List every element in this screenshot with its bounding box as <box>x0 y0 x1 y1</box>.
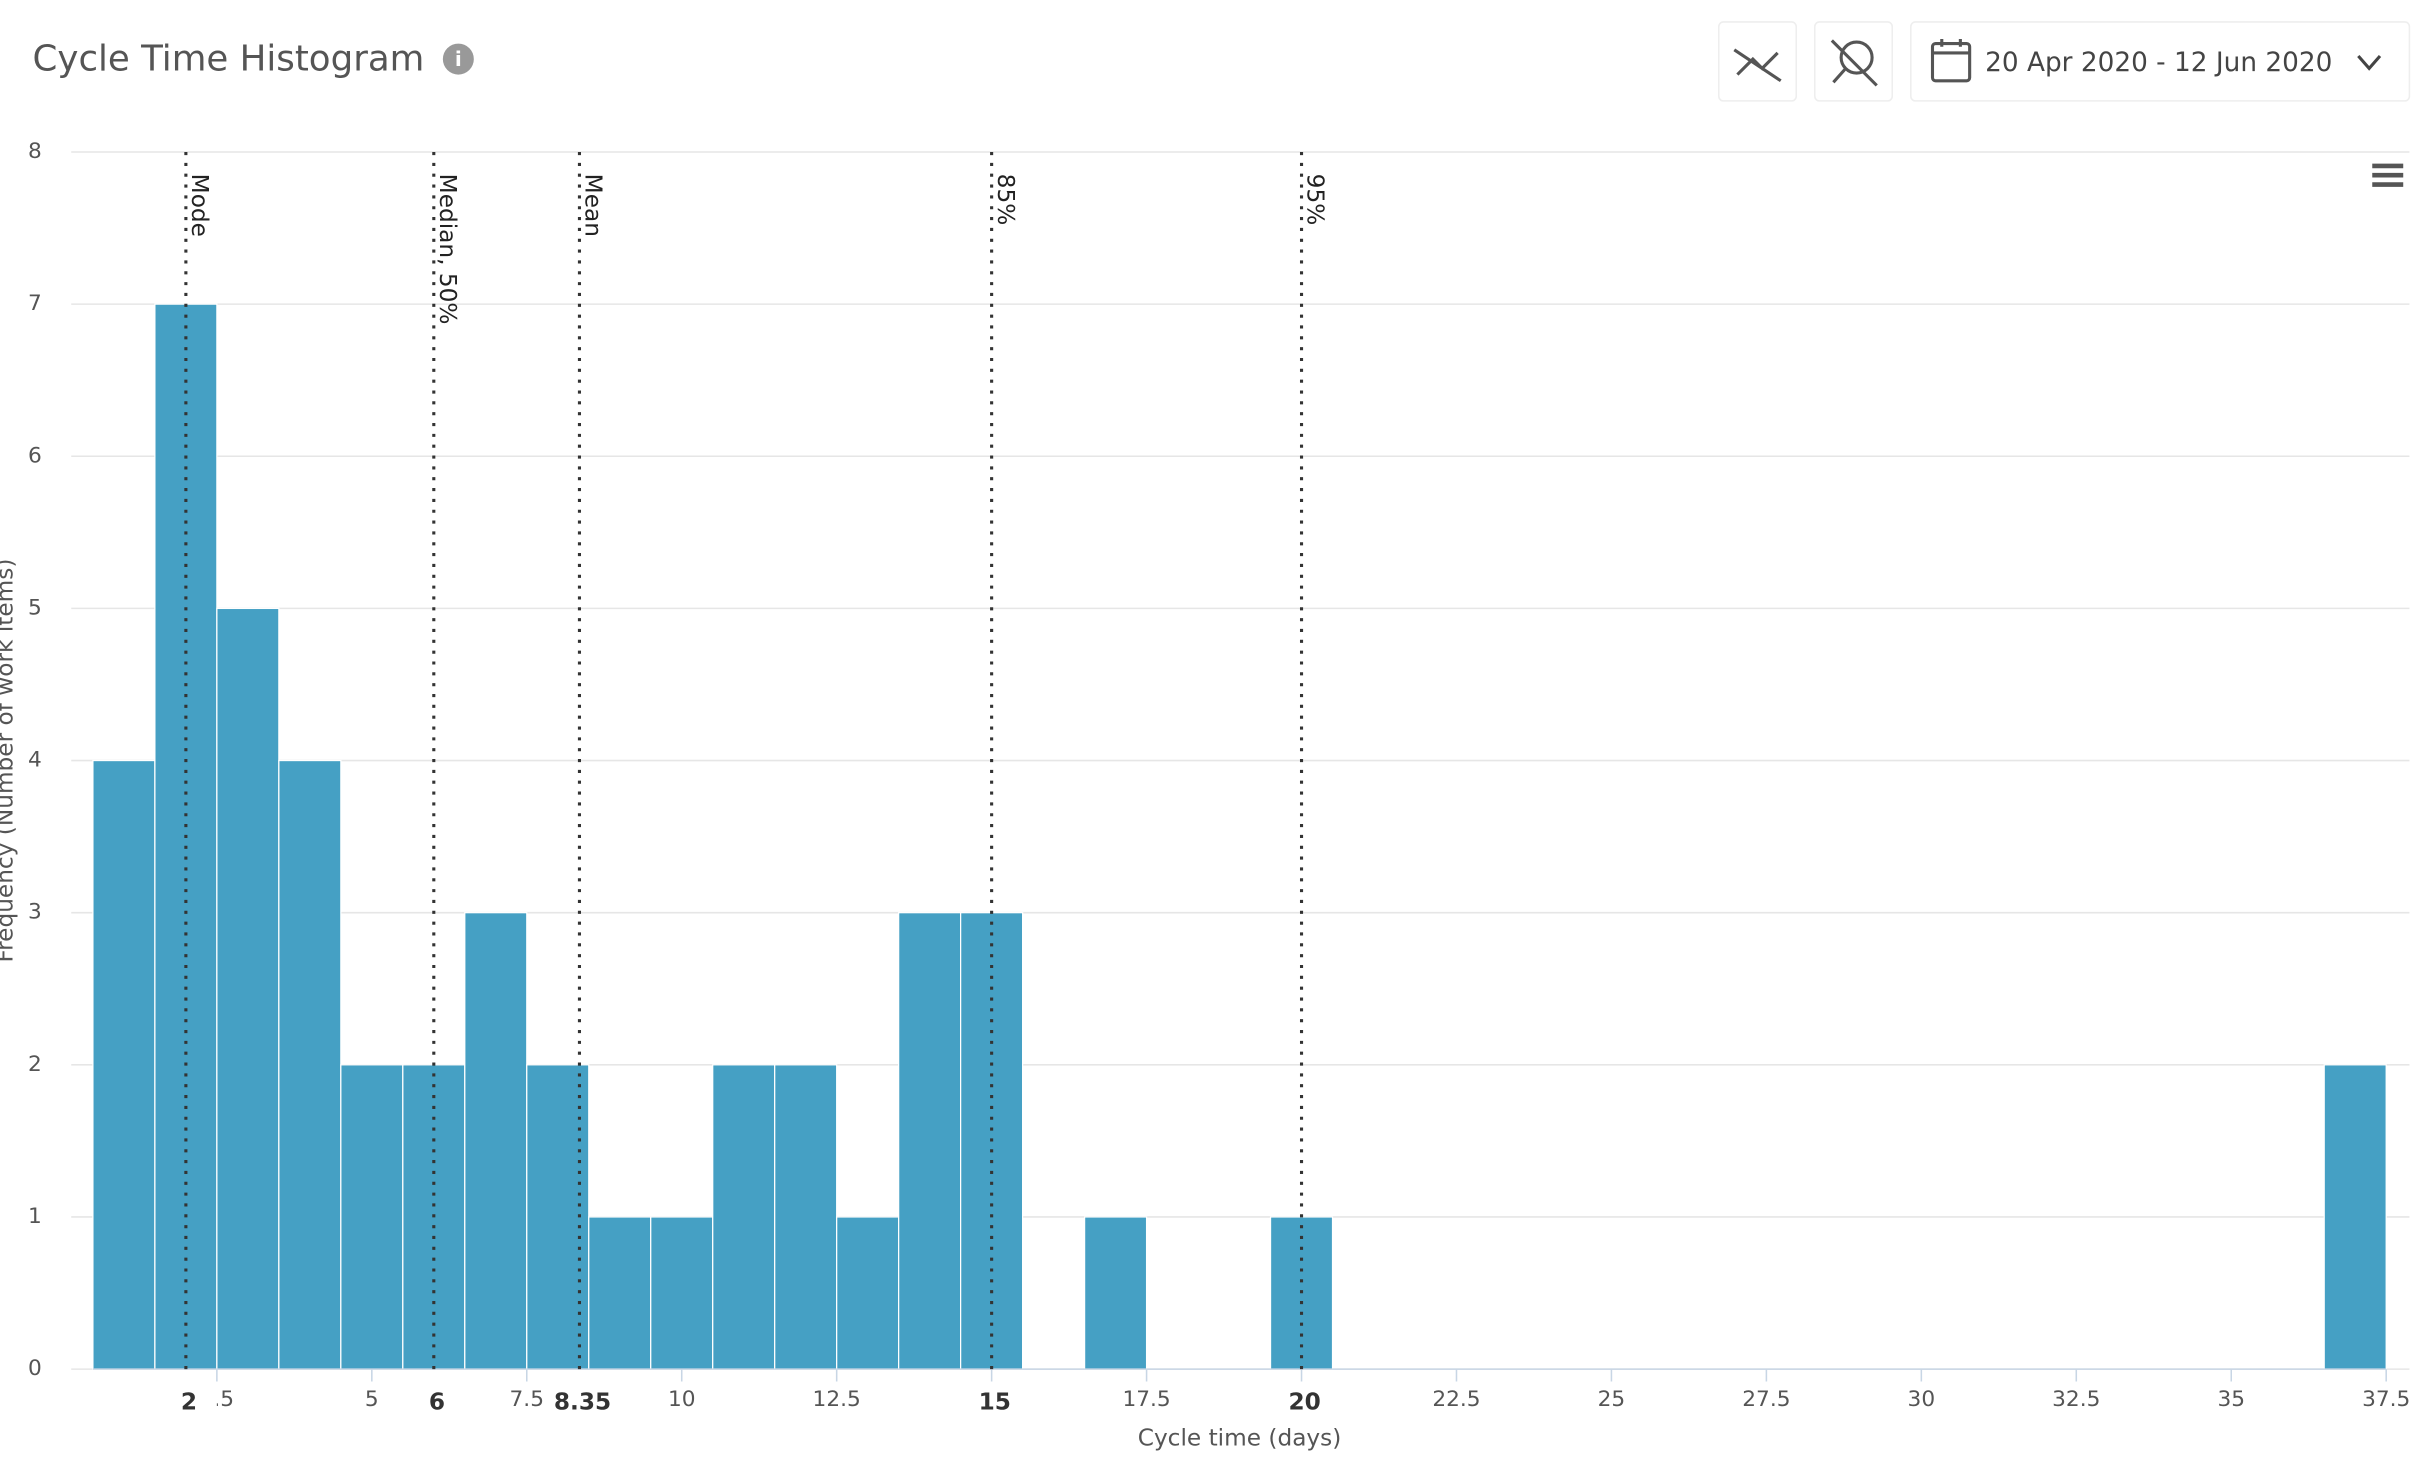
marker-label: Median, 50% <box>434 174 461 325</box>
marker-value-label: 6 <box>429 1389 445 1416</box>
x-tick-label: 10 <box>668 1387 696 1412</box>
bar <box>340 1064 404 1370</box>
y-tick-label: 4 <box>28 748 42 773</box>
y-tick-label: 2 <box>28 1052 42 1077</box>
y-tick-label: 0 <box>28 1356 42 1381</box>
info-icon[interactable]: i <box>442 43 474 75</box>
y-tick-label: 6 <box>28 443 42 468</box>
bar <box>712 1064 776 1370</box>
bar <box>1083 1216 1148 1370</box>
chart-menu[interactable] <box>2372 163 2404 187</box>
x-axis-title: Cycle time (days) <box>1138 1424 1342 1451</box>
x-tick-label: 32.5 <box>2052 1387 2100 1412</box>
bar <box>92 759 156 1370</box>
y-tick-label: 1 <box>28 1204 42 1229</box>
toggle-search-button[interactable] <box>1814 21 1894 102</box>
bar <box>588 1216 652 1370</box>
marker-value-bg <box>548 1387 611 1419</box>
bar <box>464 912 528 1370</box>
marker-value-label: 15 <box>979 1389 1011 1416</box>
x-tick-label: 35 <box>2217 1387 2245 1412</box>
bar <box>278 759 342 1370</box>
y-tick-label: 7 <box>28 291 42 316</box>
x-tick-label: 22.5 <box>1432 1387 1480 1412</box>
bar <box>650 1216 714 1370</box>
marker-value-bg <box>154 1387 217 1419</box>
y-tick-label: 5 <box>28 595 42 620</box>
marker-label: 85% <box>992 174 1019 226</box>
chart-title: Cycle Time Histogram <box>33 39 425 80</box>
date-range: 20 Apr 2020 - 12 Jun 2020 <box>1985 48 2332 78</box>
marker-value-bg <box>402 1387 465 1419</box>
marker-label: Mode <box>186 174 213 237</box>
x-tick-label: 5 <box>365 1387 379 1412</box>
bar <box>898 912 962 1370</box>
bar <box>216 607 280 1370</box>
y-axis-title: Frequency (Number of work items) <box>0 559 19 963</box>
x-tick-label: 37.5 <box>2362 1387 2410 1412</box>
date-range-picker[interactable]: 20 Apr 2020 - 12 Jun 2020 <box>1910 21 2411 102</box>
x-tick-label: 17.5 <box>1122 1387 1170 1412</box>
bar <box>836 1216 900 1370</box>
marker-value-bg <box>960 1387 1023 1419</box>
x-tick-label: 7.5 <box>510 1387 544 1412</box>
x-tick-label: 25 <box>1598 1387 1626 1412</box>
marker-value-label: 20 <box>1288 1389 1320 1416</box>
marker-label: Mean <box>580 174 607 237</box>
svg-text:i: i <box>455 47 462 71</box>
y-tick-label: 3 <box>28 900 42 925</box>
marker-value-label: 2 <box>181 1389 197 1416</box>
x-tick-label: 12.5 <box>813 1387 861 1412</box>
marker-label: 95% <box>1302 174 1329 226</box>
marker-value-bg <box>1270 1387 1333 1419</box>
bar <box>774 1064 838 1370</box>
y-tick-label: 8 <box>28 139 42 164</box>
x-tick-label: 27.5 <box>1742 1387 1790 1412</box>
x-tick-label: 30 <box>1908 1387 1936 1412</box>
bar <box>2323 1064 2387 1370</box>
toggle-trend-button[interactable] <box>1718 21 1797 102</box>
marker-value-label: 8.35 <box>554 1389 611 1416</box>
